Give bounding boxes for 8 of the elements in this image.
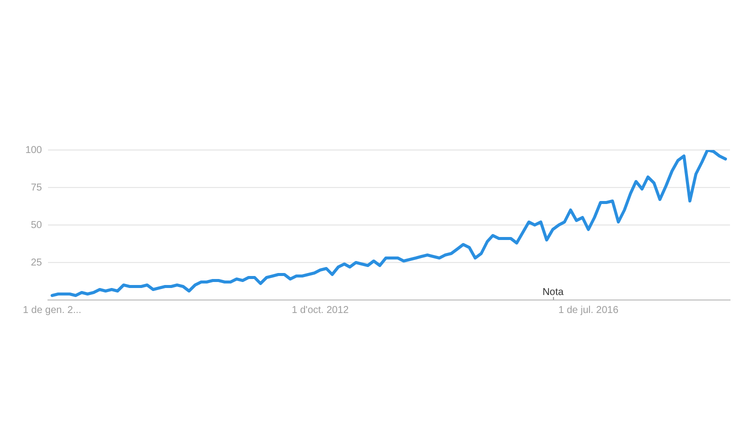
annotation: Nota (542, 287, 564, 298)
y-tick-label: 100 (25, 144, 42, 156)
y-tick-label: 75 (30, 182, 42, 194)
x-tick-label: 1 de gen. 2... (22, 304, 82, 316)
y-tick-label: 25 (30, 257, 42, 268)
x-tick-label: 1 d'oct. 2012 (292, 304, 350, 316)
y-tick-label: 50 (30, 220, 42, 231)
x-tick-label: 1 de jul. 2016 (558, 304, 619, 316)
